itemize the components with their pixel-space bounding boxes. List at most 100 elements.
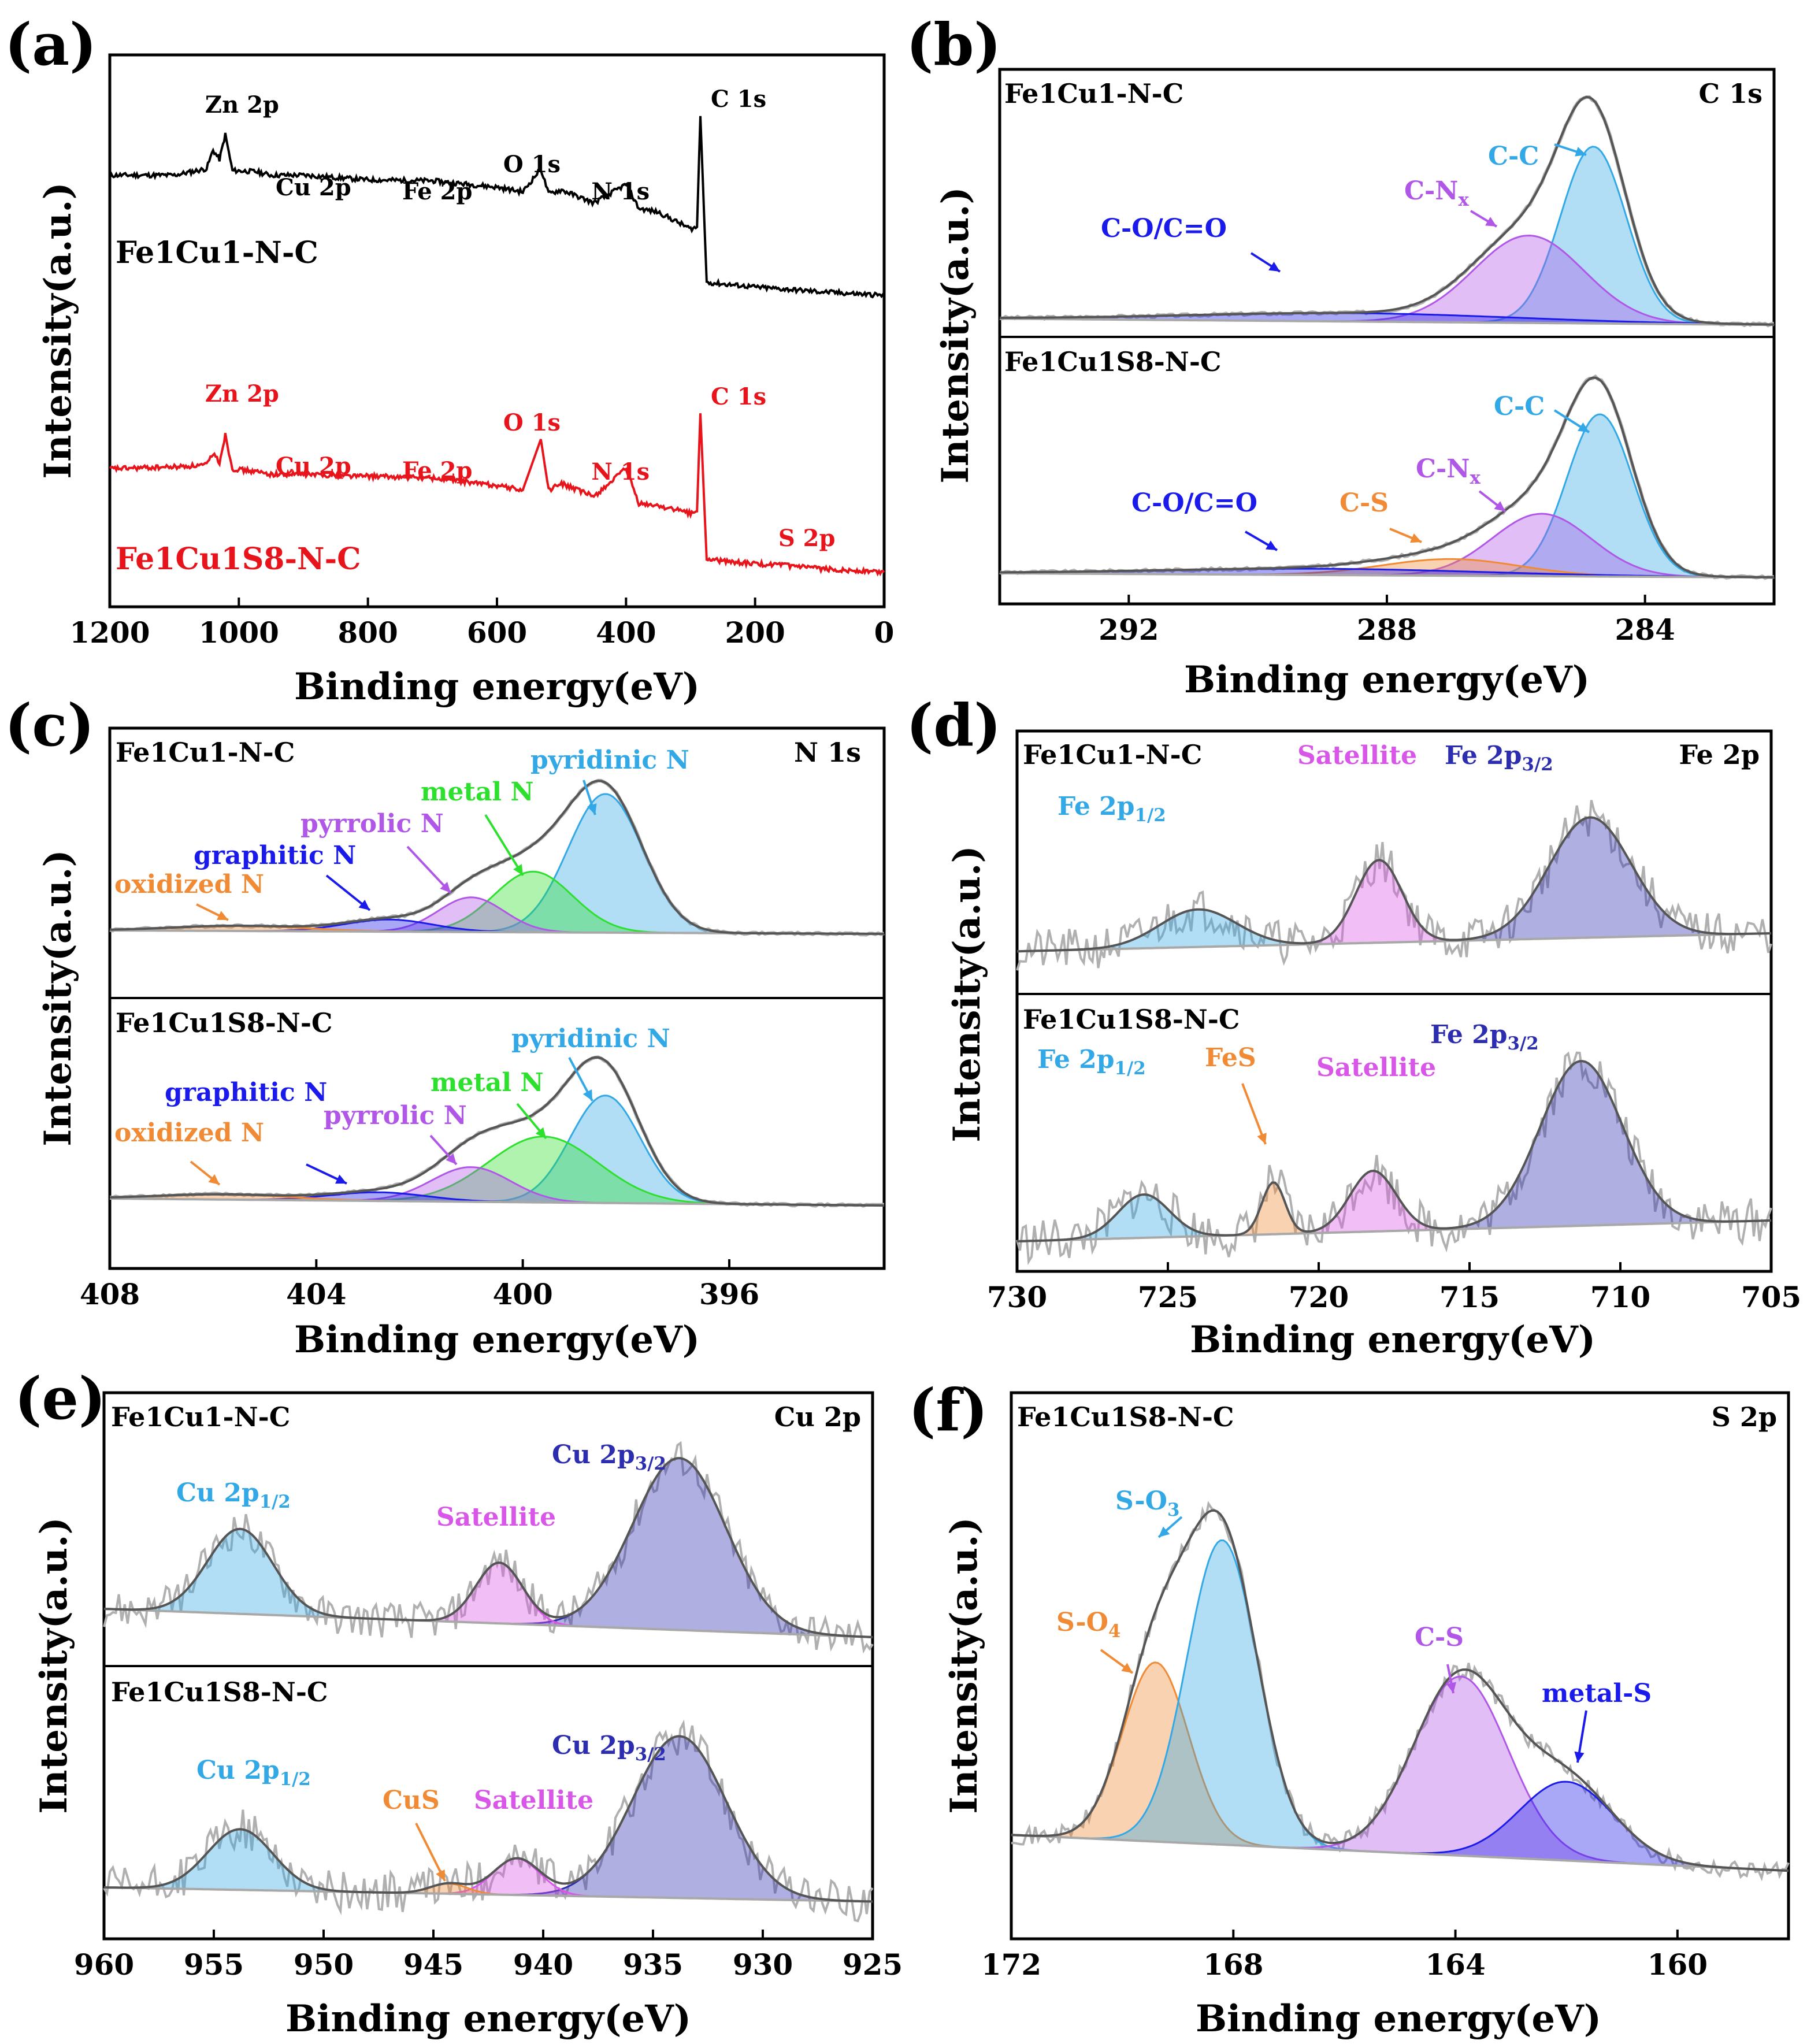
panel-b-bottom-component-c-s-area xyxy=(1000,559,1774,578)
panel-e-sample-top: Fe1Cu1-N-C xyxy=(111,1401,290,1433)
panel-e-tick-label-935: 935 xyxy=(623,1947,683,1982)
survey-sample-label-1: Fe1Cu1-N-C xyxy=(116,235,318,270)
panel-b-bottom-plot: C-C C-Nx C-S C-O/C=O xyxy=(999,374,1775,580)
panel-d-x-axis: 730 725 720 715 710 705 xyxy=(987,1262,1801,1314)
survey-peak-fe1cu1s8-n-c-c-1s: C 1s xyxy=(711,383,766,410)
panel-a-tick-label-1200: 1200 xyxy=(69,615,150,650)
panel-b-tick-label-284: 284 xyxy=(1615,613,1675,647)
panel-a-peak-annotations: Zn 2p Cu 2p Fe 2p O 1s N 1s C 1s Zn 2p Cu 2p Fe … xyxy=(205,86,836,552)
panel-f-label-s-o3-subscript: 3 xyxy=(1167,1500,1179,1520)
panel-e-bottom-fit-envelope xyxy=(103,1735,873,1903)
panel-c-top-arrow-metal-n-shaft xyxy=(484,814,524,877)
panel-b-tick-label-292: 292 xyxy=(1099,613,1159,647)
panel-b-bottom-label-c-nx-subscript: x xyxy=(1470,468,1481,488)
panel-f-component-c-s-area xyxy=(1011,1676,1789,1871)
panel-d-tick-label-720: 720 xyxy=(1289,1280,1349,1314)
panel-c-top-label-pyridinic-n: pyridinic N xyxy=(530,745,689,775)
panel-d-bottom-raw-data xyxy=(1016,1051,1772,1266)
panel-d-top-label-fe-2p3-2-subscript: 3/2 xyxy=(1522,754,1553,775)
panel-c-bottom-arrow-metal-n-head xyxy=(535,1127,546,1138)
panel-a-tick-label-800: 800 xyxy=(337,615,398,650)
panel-c-bottom-label-pyrrolic-n: pyrrolic N xyxy=(324,1101,467,1130)
panel-f-tick-label-168: 168 xyxy=(1203,1947,1263,1982)
panel-d-top-component-fe-2p3-2-area xyxy=(1017,817,1771,952)
panel-c-top-arrow-graphitic-n-head xyxy=(358,899,370,910)
panel-d-bottom-label-satellite: Satellite xyxy=(1316,1053,1436,1082)
panel-e-bottom-component-cu-2p1-2-area xyxy=(104,1829,873,1902)
panel-f-tick-label-164: 164 xyxy=(1425,1947,1485,1982)
panel-f-component-metal-s-area xyxy=(1011,1782,1789,1871)
panel-e-sample-bottom: Fe1Cu1S8-N-C xyxy=(111,1676,328,1708)
panel-c-x-axis: 408 404 400 396 xyxy=(80,1259,759,1311)
panel-f-arrow-metal-s-head xyxy=(1574,1751,1585,1763)
panel-d-top-label-satellite: Satellite xyxy=(1297,741,1417,770)
panel-f-label-c-s: C-S xyxy=(1415,1623,1464,1652)
panel-d-bottom-arrow-fes-head xyxy=(1257,1133,1267,1144)
panel-b-top-plot: C-CC-NxC-O/C=O xyxy=(999,95,1775,328)
panel-c-top-component-oxidized-n-area xyxy=(110,926,884,934)
panel-c-letter: (c) xyxy=(5,691,95,759)
panel-d-bottom-label-fe-2p3-2-subscript: 3/2 xyxy=(1508,1033,1539,1054)
panel-f-fit-envelope xyxy=(1011,1509,1789,1872)
panel-e-tick-label-925: 925 xyxy=(843,1947,903,1982)
panel-b-top-arrow-c-nx-head xyxy=(1485,217,1497,227)
survey-peak-fe1cu1-n-c-cu-2p: Cu 2p xyxy=(276,174,351,201)
panel-c-tick-label-404: 404 xyxy=(286,1277,346,1311)
panel-e-bottom-label-cus: CuS xyxy=(383,1786,440,1815)
panel-f-component-s-o4-area xyxy=(1011,1662,1789,1871)
survey-sample-label-2: Fe1Cu1S8-N-C xyxy=(116,541,361,577)
panel-e-bottom-arrow-cus-shaft xyxy=(415,1823,446,1882)
panel-b-bottom-arrow-c-nx-head xyxy=(1494,501,1505,511)
panel-b-bottom-fit-envelope xyxy=(1000,376,1774,578)
panel-d-sample-bottom: Fe1Cu1S8-N-C xyxy=(1023,1004,1240,1035)
panel-d-tick-label-715: 715 xyxy=(1439,1280,1500,1314)
panel-c-tick-label-396: 396 xyxy=(699,1277,759,1311)
panel-f-tick-label-172: 172 xyxy=(981,1947,1041,1982)
panel-c-bottom-label-graphitic-n: graphitic N xyxy=(165,1078,327,1107)
panel-c-bottom-component-metal-n-area xyxy=(110,1136,884,1205)
panel-d-tick-label-725: 725 xyxy=(1138,1280,1198,1314)
panel-c-x-label: Binding energy(eV) xyxy=(294,1318,700,1362)
panel-f-x-label: Binding energy(eV) xyxy=(1196,1997,1601,2041)
survey-peak-fe1cu1-n-c-c-1s: C 1s xyxy=(711,86,766,113)
panel-d-bottom-label-fes: FeS xyxy=(1205,1043,1256,1073)
panel-e-top-label-cu-2p1-2-subscript: 1/2 xyxy=(259,1492,291,1512)
panel-d-top-label-fe-2p1-2-subscript: 1/2 xyxy=(1135,805,1166,826)
panel-a-tick-label-1000: 1000 xyxy=(199,615,279,650)
panel-c-top-label-graphitic-n: graphitic N xyxy=(194,841,356,870)
panel-f-letter: (f) xyxy=(908,1376,988,1444)
panel-a-y-label: Intensity(a.u.) xyxy=(36,182,80,479)
panel-e-bottom-baseline xyxy=(103,1886,873,1903)
panel-c-top-fit-envelope xyxy=(109,780,884,935)
panel-d-top-component-fe-2p1-2-area xyxy=(1017,909,1771,952)
panel-b-sample-top: Fe1Cu1-N-C xyxy=(1004,78,1183,109)
panel-c-top-arrow-pyrrolic-n-head xyxy=(440,881,451,893)
panel-f-x-axis: 172 168 164 160 xyxy=(981,1930,1708,1982)
panel-e-x-axis: 960 955 950 945 940 935 930 925 xyxy=(74,1930,903,1982)
panel-c-y-label: Intensity(a.u.) xyxy=(36,849,80,1147)
panel-b-y-label: Intensity(a.u.) xyxy=(934,187,977,484)
panel-c-top-arrow-oxidized-n-head xyxy=(217,911,228,920)
panel-f-arrow-s-o4-head xyxy=(1121,1663,1133,1673)
panel-c-top-label-oxidized-n: oxidized N xyxy=(114,870,264,899)
panel-e-bottom-arrow-cus-head xyxy=(436,1869,445,1881)
survey-peak-fe1cu1-n-c-zn-2p: Zn 2p xyxy=(205,91,279,118)
panel-b-sample-bottom: Fe1Cu1S8-N-C xyxy=(1004,346,1222,377)
panel-e-top-label-satellite: Satellite xyxy=(436,1503,556,1532)
panel-a-x-label: Binding energy(eV) xyxy=(294,665,700,708)
panel-d-top-fit-envelope xyxy=(1016,816,1772,953)
panel-e-tick-label-930: 930 xyxy=(733,1947,793,1982)
panel-e-bottom-label-cu-2p3-2-subscript: 3/2 xyxy=(635,1744,666,1765)
panel-e-bottom-label-cu-2p1-2: Cu 2p1/2 xyxy=(196,1756,311,1790)
panel-b-bottom-label-c-c: C-C xyxy=(1494,392,1545,421)
panel-d-bottom-component-fe-2p1-2-area xyxy=(1017,1195,1771,1241)
panel-e-tick-label-960: 960 xyxy=(74,1947,134,1982)
panel-c-bottom-component-pyrrolic-n-area xyxy=(110,1167,884,1205)
